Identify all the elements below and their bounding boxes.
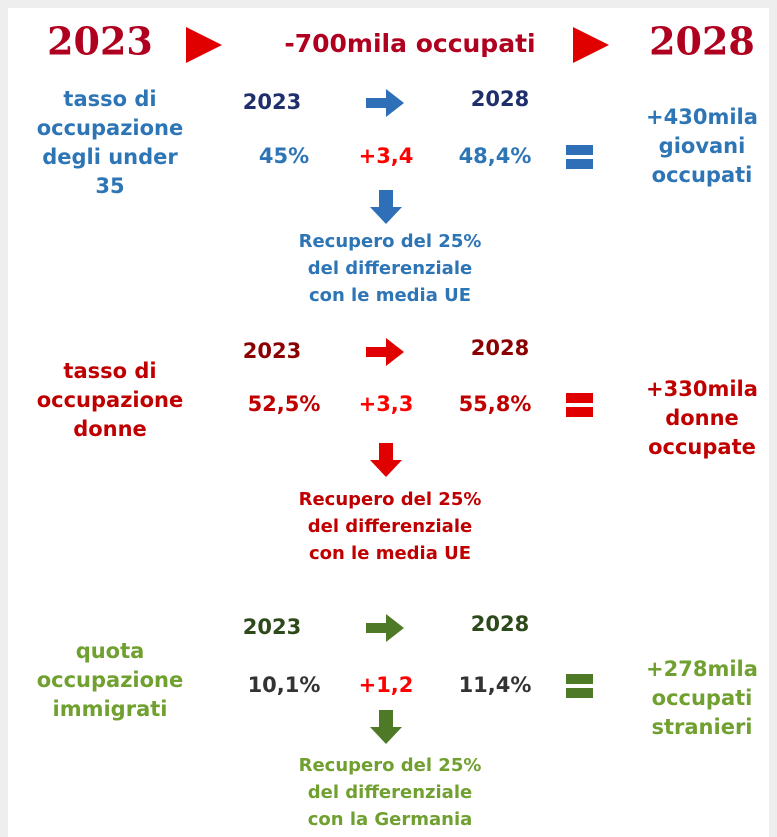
year-start: 2023 — [243, 339, 301, 363]
year-end: 2028 — [471, 87, 529, 111]
right-arrow — [366, 614, 404, 642]
year-end: 2028 — [471, 336, 529, 360]
row-label: immigrati — [53, 697, 168, 721]
row-label: tasso di — [63, 359, 156, 383]
end-year: 2028 — [649, 19, 755, 64]
equals-bottom — [566, 159, 593, 169]
result: stranieri — [651, 715, 752, 739]
row-label: occupazione — [37, 116, 184, 140]
note: con le media UE — [309, 543, 471, 564]
panel — [8, 8, 769, 837]
row-label: tasso di — [63, 87, 156, 111]
triangle — [186, 27, 222, 63]
down-arrow — [370, 443, 402, 477]
note: del differenziale — [308, 258, 472, 279]
right-arrow — [366, 89, 404, 117]
result: +430mila — [646, 105, 758, 129]
equals-top — [566, 393, 593, 403]
result: occupate — [648, 435, 756, 459]
result: +278mila — [646, 657, 758, 681]
note: Recupero del 25% — [299, 231, 482, 252]
value-start: 52,5% — [248, 392, 321, 416]
row-label: quota — [76, 639, 145, 663]
value-end: 55,8% — [459, 392, 532, 416]
result: occupati — [652, 686, 753, 710]
start-year: 2023 — [47, 19, 153, 64]
row-label: occupazione — [37, 388, 184, 412]
result: +330mila — [646, 377, 758, 401]
note: Recupero del 25% — [299, 755, 482, 776]
row-label: donne — [73, 417, 147, 441]
equals-top — [566, 674, 593, 684]
note: Recupero del 25% — [299, 489, 482, 510]
year-end: 2028 — [471, 612, 529, 636]
sections: tasso di occupazione degli under 35 2023 2028… — [37, 87, 758, 830]
equals-bottom — [566, 688, 593, 698]
result: giovani — [659, 134, 746, 158]
value-end: 48,4% — [459, 144, 532, 168]
triangle — [573, 27, 609, 63]
row-label: 35 — [95, 174, 124, 198]
equals-bottom — [566, 407, 593, 417]
down-arrow — [370, 190, 402, 224]
row-label: degli under — [42, 145, 178, 169]
change: +1,2 — [359, 673, 414, 697]
change: +3,3 — [359, 392, 414, 416]
value-start: 10,1% — [248, 673, 321, 697]
change: +3,4 — [359, 144, 414, 168]
year-start: 2023 — [243, 90, 301, 114]
row-label: occupazione — [37, 668, 184, 692]
headline: -700mila occupati — [284, 29, 535, 58]
note: con le media UE — [309, 285, 471, 306]
year-start: 2023 — [243, 615, 301, 639]
right-arrow — [366, 338, 404, 366]
value-end: 11,4% — [459, 673, 532, 697]
note: del differenziale — [308, 516, 472, 537]
note: con la Germania — [308, 809, 473, 830]
note: del differenziale — [308, 782, 472, 803]
equals-top — [566, 145, 593, 155]
result: occupati — [652, 163, 753, 187]
result: donne — [665, 406, 739, 430]
value-start: 45% — [259, 144, 309, 168]
down-arrow — [370, 710, 402, 744]
